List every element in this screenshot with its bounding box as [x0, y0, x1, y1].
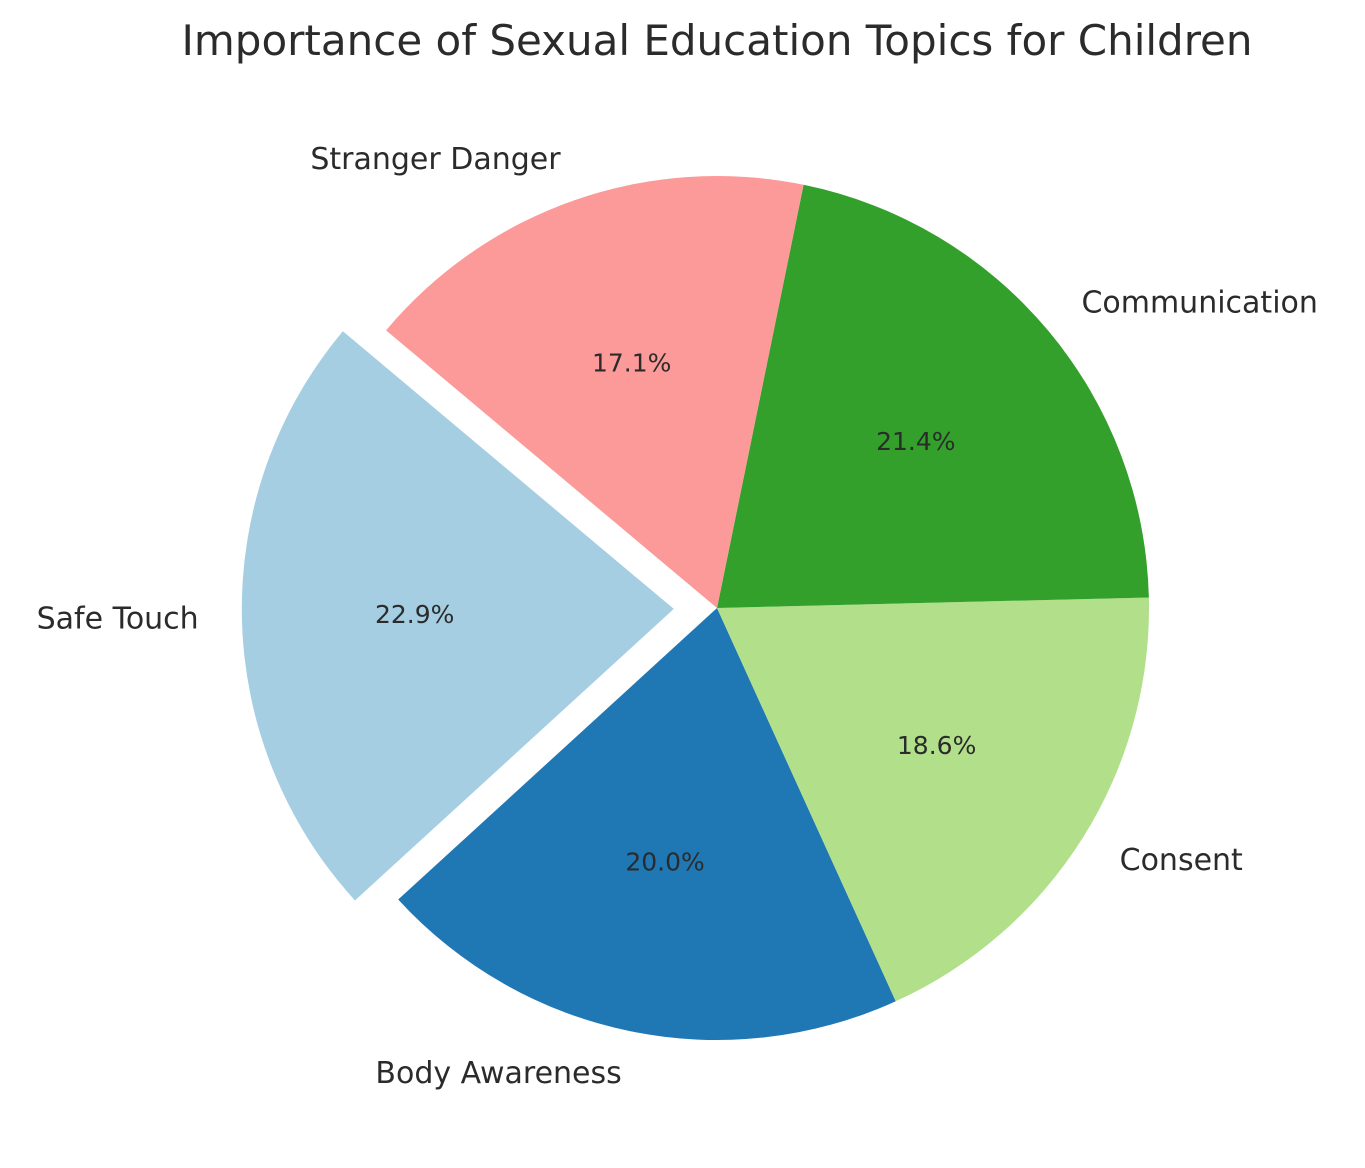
slice-label-safe-touch: Safe Touch — [37, 602, 199, 637]
slice-label-stranger-danger: Stranger Danger — [310, 142, 561, 177]
pie-labels: Safe Touch 22.9% Body Awareness 20.0% Consen… — [37, 142, 1318, 1091]
pct-label-consent: 18.6% — [897, 731, 976, 760]
pie-slice-stranger-danger — [386, 176, 804, 608]
pct-label-stranger-danger: 17.1% — [592, 349, 671, 378]
slice-label-consent: Consent — [1120, 843, 1243, 878]
chart-title: Importance of Sexual Education Topics fo… — [181, 16, 1252, 65]
pct-label-body-awareness: 20.0% — [625, 847, 704, 876]
pie-slices — [241, 176, 1150, 1040]
slice-label-communication: Communication — [1081, 286, 1317, 321]
slice-label-body-awareness: Body Awareness — [375, 1056, 621, 1091]
pie-slice-communication — [717, 184, 1149, 609]
pie-slice-body-awareness — [398, 608, 896, 1040]
pct-label-communication: 21.4% — [876, 427, 955, 456]
pct-label-safe-touch: 22.9% — [375, 600, 454, 629]
pie-slice-consent — [717, 597, 1150, 1002]
pie-slice-safe-touch — [241, 331, 674, 901]
